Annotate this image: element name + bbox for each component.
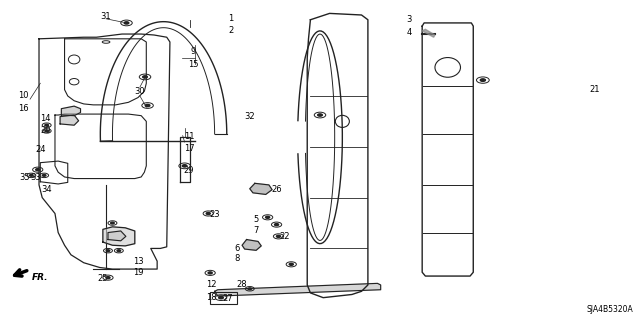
Circle shape <box>106 277 110 279</box>
Circle shape <box>143 76 147 78</box>
Text: 3: 3 <box>406 15 412 24</box>
Polygon shape <box>61 106 81 116</box>
Text: 31: 31 <box>100 12 111 21</box>
Text: 28: 28 <box>237 280 248 289</box>
Text: 32: 32 <box>244 112 255 121</box>
Text: 30: 30 <box>134 87 145 96</box>
Text: 15: 15 <box>188 60 199 69</box>
Polygon shape <box>108 231 126 241</box>
Text: 34: 34 <box>42 185 52 194</box>
Circle shape <box>317 114 323 116</box>
Polygon shape <box>214 283 381 296</box>
Text: 26: 26 <box>271 185 282 194</box>
Circle shape <box>124 22 129 24</box>
Circle shape <box>45 130 49 132</box>
Circle shape <box>42 174 46 176</box>
Circle shape <box>117 250 120 252</box>
Polygon shape <box>422 29 435 37</box>
Text: 20: 20 <box>40 126 51 135</box>
Text: 9: 9 <box>191 47 196 56</box>
Polygon shape <box>103 227 135 246</box>
Polygon shape <box>250 183 272 195</box>
Text: 27: 27 <box>222 294 233 303</box>
Text: 6: 6 <box>234 244 239 253</box>
Text: 24: 24 <box>35 145 45 154</box>
Circle shape <box>248 288 252 290</box>
Text: 2: 2 <box>228 26 233 35</box>
Text: 5: 5 <box>253 215 259 224</box>
Text: 17: 17 <box>184 144 195 153</box>
Circle shape <box>206 212 211 214</box>
Text: 14: 14 <box>40 114 51 123</box>
Text: 12: 12 <box>206 280 217 289</box>
Circle shape <box>208 272 212 274</box>
Text: 22: 22 <box>279 232 289 241</box>
Text: 19: 19 <box>132 268 143 278</box>
Circle shape <box>182 165 187 167</box>
Polygon shape <box>60 115 79 125</box>
Circle shape <box>29 174 33 176</box>
Circle shape <box>275 224 278 226</box>
Text: 10: 10 <box>19 92 29 100</box>
Text: 23: 23 <box>209 210 220 219</box>
Text: 1: 1 <box>228 14 233 23</box>
Circle shape <box>219 297 223 299</box>
Circle shape <box>145 104 150 107</box>
Circle shape <box>111 222 114 224</box>
Circle shape <box>36 169 40 171</box>
Text: 13: 13 <box>132 257 143 266</box>
Circle shape <box>266 216 269 218</box>
Text: 35: 35 <box>20 173 30 182</box>
Polygon shape <box>242 240 261 250</box>
Text: 4: 4 <box>407 28 412 37</box>
Circle shape <box>289 263 293 265</box>
Text: 11: 11 <box>184 132 195 141</box>
Text: 8: 8 <box>234 254 239 263</box>
Text: FR.: FR. <box>31 272 48 281</box>
Text: 7: 7 <box>253 226 259 234</box>
Circle shape <box>276 235 280 237</box>
Text: 29: 29 <box>184 166 195 175</box>
Text: 18: 18 <box>206 293 217 302</box>
Text: SJA4B5320A: SJA4B5320A <box>586 305 633 314</box>
Text: 33: 33 <box>31 173 41 182</box>
Circle shape <box>106 250 110 252</box>
Text: 16: 16 <box>19 104 29 113</box>
Text: 21: 21 <box>589 85 600 94</box>
Text: 25: 25 <box>98 274 108 283</box>
Circle shape <box>480 79 485 81</box>
Circle shape <box>45 124 49 126</box>
